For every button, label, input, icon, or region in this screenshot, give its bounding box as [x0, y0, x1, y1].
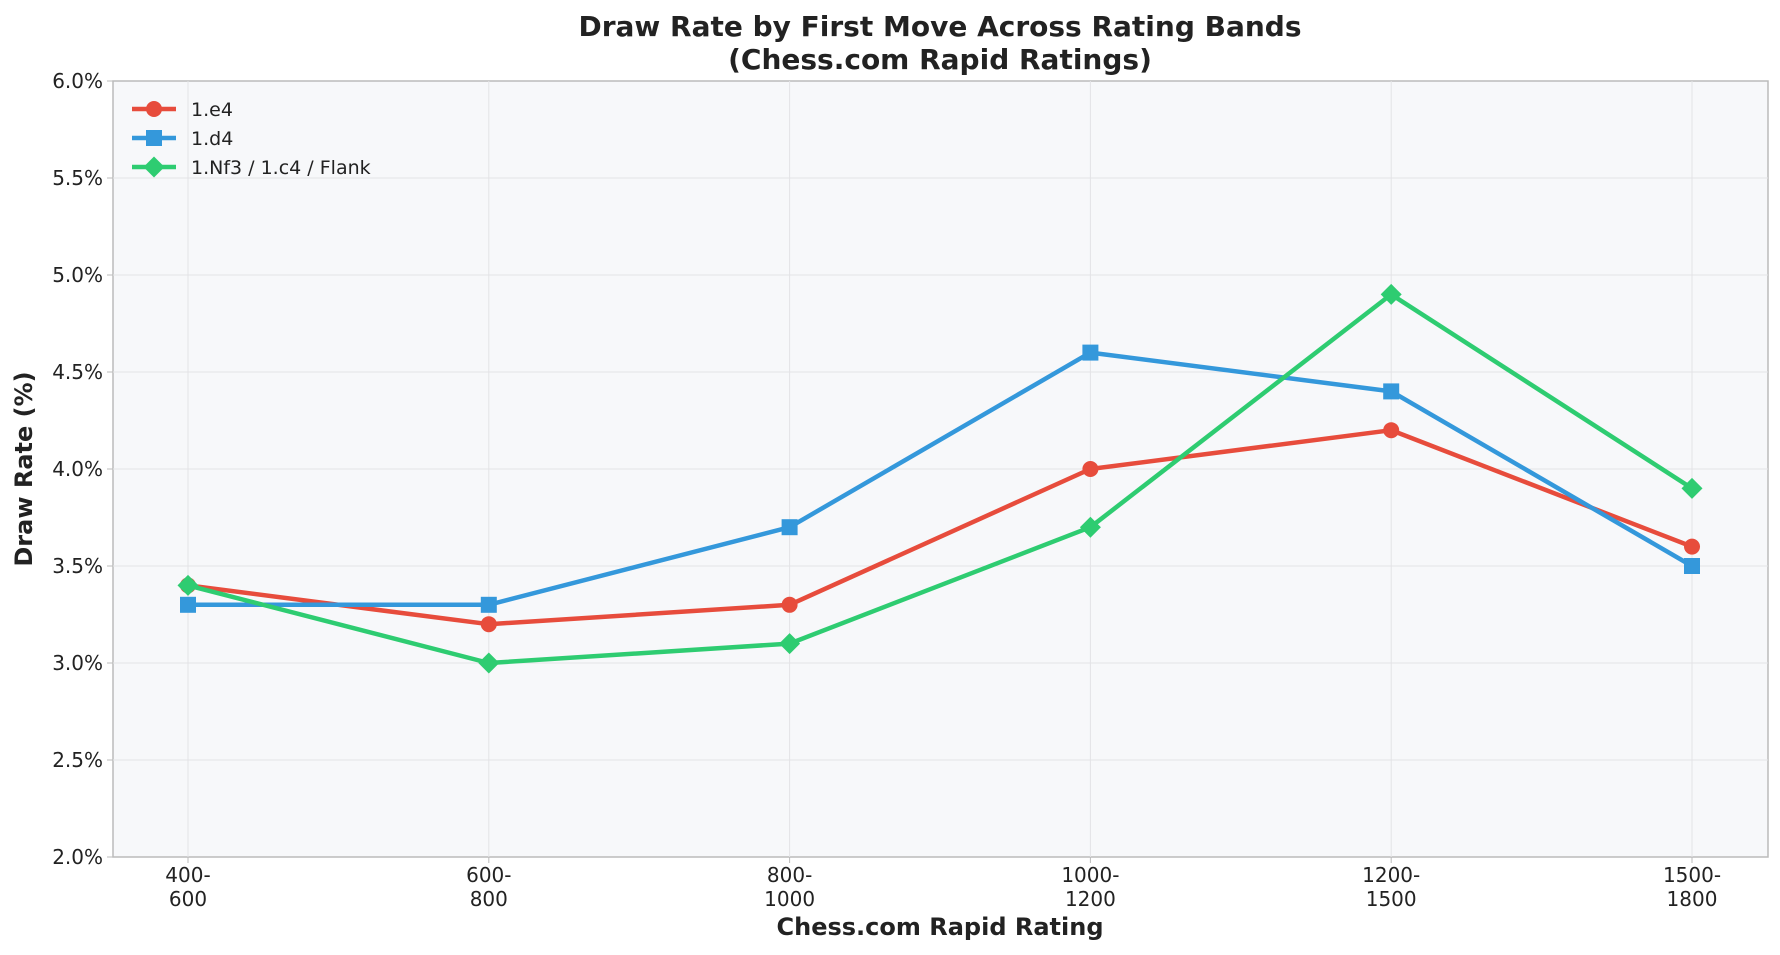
legend-item: 1.Nf3 / 1.c4 / Flank [132, 156, 371, 179]
data-point [177, 574, 199, 596]
series-3 [177, 283, 1703, 674]
data-point [1079, 516, 1101, 538]
data-point [1681, 477, 1703, 499]
x-tick-label: 1500- [1663, 863, 1721, 887]
y-tick-label: 2.0% [52, 845, 103, 869]
series-line [185, 427, 1695, 627]
x-tick-label: 800 [470, 887, 508, 911]
x-tick-label: 1500 [1366, 887, 1417, 911]
legend: 1.e4 1.d4 1.Nf3 / 1.c4 / Flank [132, 99, 371, 179]
legend-label: 1.Nf3 / 1.c4 / Flank [191, 157, 371, 179]
legend-label: 1.d4 [191, 128, 233, 150]
x-tick-label: 600 [169, 887, 207, 911]
x-axis-ticks: 400-600600-800800-10001000-12001200-1500… [165, 857, 1721, 911]
y-axis-label: Draw Rate (%) [10, 371, 38, 566]
series-2 [180, 344, 1700, 613]
data-point [1380, 283, 1402, 305]
legend-item: 1.d4 [132, 128, 233, 150]
data-point [1684, 538, 1700, 555]
x-tick-label: 1800 [1667, 887, 1718, 911]
x-tick-label: 600- [466, 863, 511, 887]
data-point [1383, 383, 1400, 400]
legend-item: 1.e4 [132, 99, 233, 121]
y-tick-label: 5.5% [52, 166, 103, 190]
y-tick-label: 4.5% [52, 360, 103, 384]
data-point [781, 596, 798, 613]
chart-subtitle: (Chess.com Rapid Ratings) [728, 43, 1152, 76]
grid-lines [113, 81, 1768, 857]
chart-title: Draw Rate by First Move Across Rating Ba… [578, 10, 1301, 43]
x-tick-label: 1000- [1061, 863, 1119, 887]
data-point [478, 652, 500, 674]
data-point [1082, 461, 1099, 477]
y-tick-label: 3.5% [52, 554, 103, 578]
x-tick-label: 800- [767, 863, 812, 887]
series-line [185, 292, 1695, 666]
data-point [781, 519, 798, 536]
y-tick-label: 5.0% [52, 263, 103, 287]
legend-label: 1.e4 [191, 99, 233, 121]
legend-marker [143, 156, 165, 178]
x-tick-label: 1200 [1065, 887, 1116, 911]
data-point [1383, 422, 1400, 439]
y-axis-ticks: 2.0% 2.5% 3.0% 3.5% 4.0% 4.5% 5.0% 5.5% 6.0% [52, 69, 113, 869]
data-point [1082, 344, 1099, 361]
data-point [779, 633, 801, 655]
x-tick-label: 1200- [1362, 863, 1420, 887]
y-tick-label: 2.5% [52, 748, 103, 772]
series-line [185, 350, 1695, 608]
data-point [1684, 558, 1700, 574]
data-point [480, 596, 497, 613]
y-tick-label: 6.0% [52, 69, 103, 93]
x-tick-label: 1000 [764, 887, 815, 911]
legend-marker [146, 101, 162, 117]
x-tick-label: 400- [165, 863, 210, 887]
data-point [180, 596, 196, 613]
y-tick-label: 3.0% [52, 651, 103, 675]
series-lines [177, 283, 1703, 674]
data-point [480, 616, 497, 633]
legend-marker [146, 130, 162, 146]
y-tick-label: 4.0% [52, 457, 103, 481]
x-axis-label: Chess.com Rapid Rating [777, 913, 1104, 941]
